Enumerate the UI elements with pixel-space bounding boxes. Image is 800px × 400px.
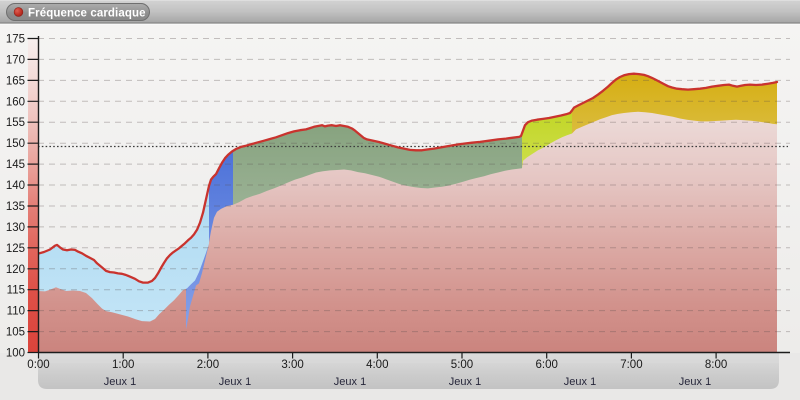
svg-text:Jeux 1: Jeux 1 [564, 376, 596, 388]
svg-text:5:00: 5:00 [451, 359, 473, 371]
svg-text:145: 145 [6, 159, 25, 171]
svg-text:130: 130 [6, 222, 25, 234]
svg-text:160: 160 [6, 96, 25, 108]
svg-text:125: 125 [6, 243, 25, 255]
svg-text:8:00: 8:00 [705, 359, 727, 371]
svg-text:155: 155 [6, 117, 25, 129]
svg-text:4:00: 4:00 [366, 359, 388, 371]
svg-text:115: 115 [7, 285, 25, 297]
svg-text:7:00: 7:00 [620, 359, 642, 371]
svg-text:120: 120 [6, 264, 25, 276]
svg-text:2:00: 2:00 [197, 359, 219, 371]
svg-text:Jeux 1: Jeux 1 [219, 376, 251, 388]
svg-text:170: 170 [6, 54, 25, 66]
svg-text:140: 140 [6, 180, 25, 192]
svg-text:135: 135 [6, 201, 25, 213]
svg-text:Fréquence cardiaque: Fréquence cardiaque [28, 8, 146, 20]
svg-text:3:00: 3:00 [281, 359, 303, 371]
svg-text:105: 105 [6, 327, 25, 339]
svg-text:1:00: 1:00 [112, 359, 134, 371]
svg-text:150: 150 [6, 138, 25, 150]
svg-text:Jeux 1: Jeux 1 [679, 376, 711, 388]
svg-text:175: 175 [6, 34, 25, 46]
svg-text:165: 165 [6, 75, 25, 87]
svg-text:0:00: 0:00 [27, 359, 49, 371]
svg-text:Jeux 1: Jeux 1 [104, 376, 136, 388]
svg-text:100: 100 [6, 348, 25, 360]
svg-text:110: 110 [7, 306, 25, 318]
svg-text:6:00: 6:00 [536, 359, 558, 371]
svg-text:Jeux 1: Jeux 1 [449, 376, 481, 388]
svg-text:Jeux 1: Jeux 1 [334, 376, 366, 388]
